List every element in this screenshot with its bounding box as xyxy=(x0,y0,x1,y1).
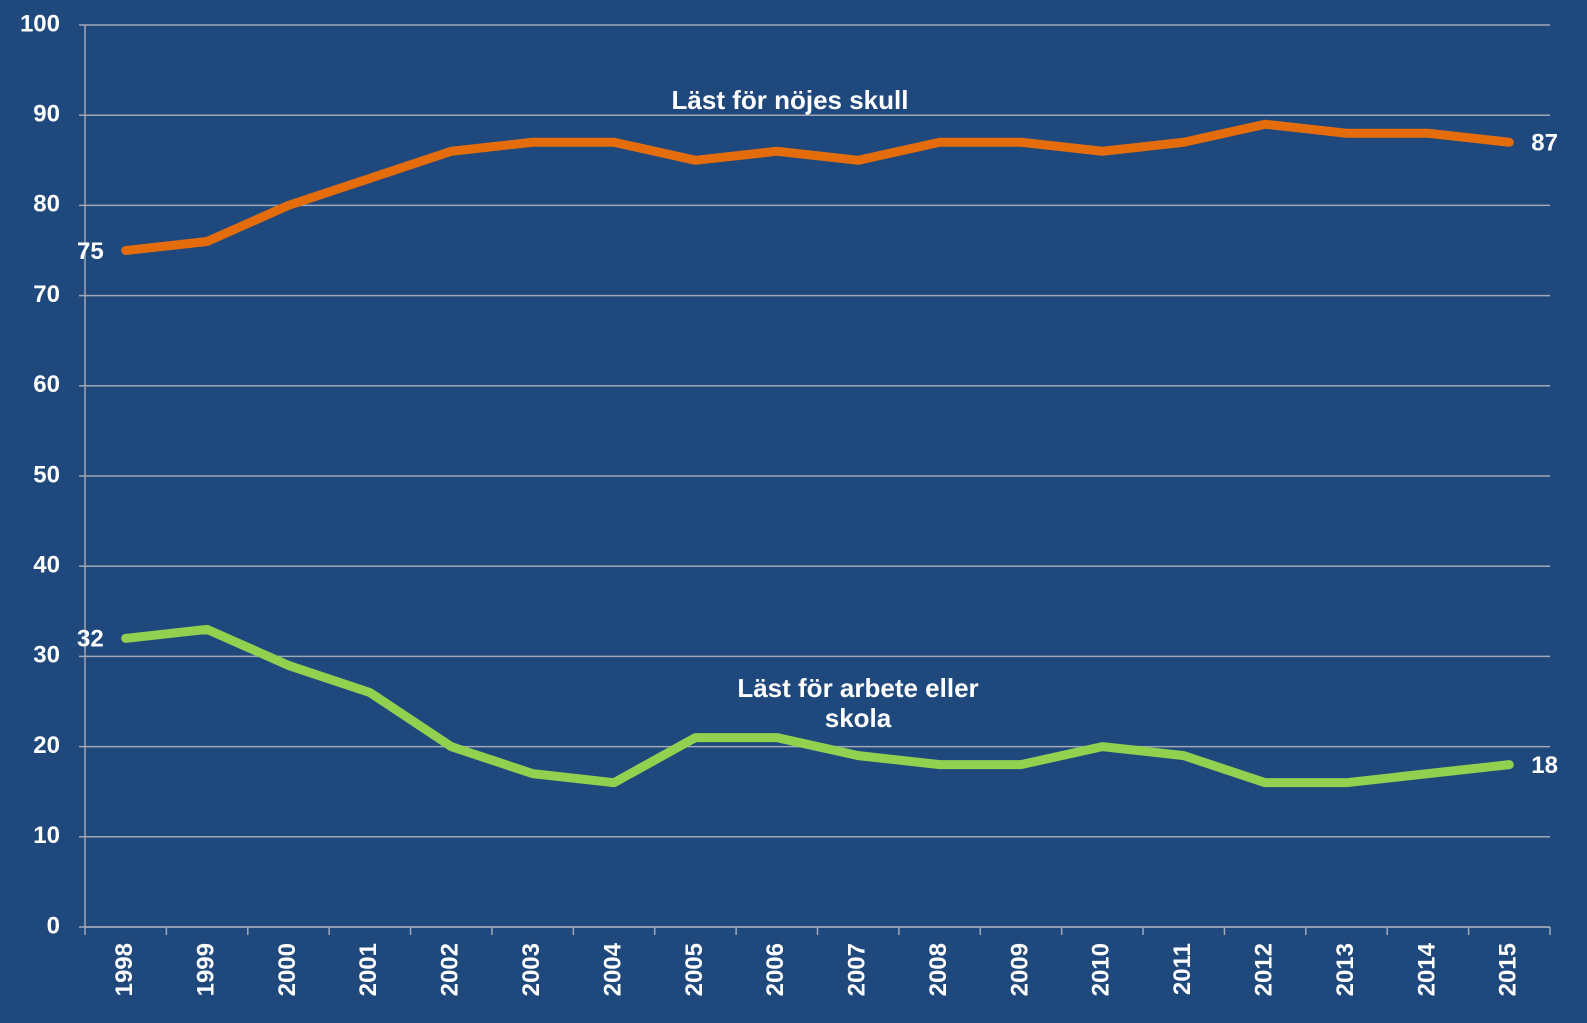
x-tick-label: 2008 xyxy=(925,943,952,996)
series-line xyxy=(121,119,1514,255)
x-tick-label: 2007 xyxy=(844,943,871,996)
y-tick-label: 60 xyxy=(33,371,60,398)
x-tick-label: 2004 xyxy=(599,942,626,996)
x-tick-label: 2015 xyxy=(1495,943,1522,996)
x-tick-label: 1998 xyxy=(111,943,138,996)
series-line xyxy=(121,624,1514,788)
series-label: Läst för arbete eller skola xyxy=(737,673,979,733)
y-tick-label: 80 xyxy=(33,191,60,218)
y-tick-label: 100 xyxy=(20,10,60,37)
x-tick-label: 2003 xyxy=(518,943,545,996)
x-tick-label: 2000 xyxy=(274,943,301,996)
y-tick-label: 30 xyxy=(33,642,60,669)
x-tick-label: 2011 xyxy=(1169,943,1196,995)
x-tick-label: 2012 xyxy=(1250,943,1277,996)
x-tick-label: 2002 xyxy=(437,943,464,996)
y-tick-label: 40 xyxy=(33,552,60,579)
data-label: 18 xyxy=(1531,752,1558,779)
data-label: 75 xyxy=(77,238,104,265)
y-tick-label: 0 xyxy=(47,912,60,939)
x-tick-label: 2010 xyxy=(1088,943,1115,996)
series-label: Läst för nöjes skull xyxy=(671,85,909,115)
x-tick-label: 2006 xyxy=(762,943,789,996)
y-tick-label: 10 xyxy=(33,822,60,849)
x-tick-label: 2014 xyxy=(1413,942,1440,996)
y-tick-label: 20 xyxy=(33,732,60,759)
x-tick-label: 2013 xyxy=(1332,943,1359,996)
x-tick-label: 2005 xyxy=(681,943,708,996)
y-tick-label: 90 xyxy=(33,101,60,128)
y-tick-label: 70 xyxy=(33,281,60,308)
x-tick-label: 2001 xyxy=(355,943,382,996)
y-tick-label: 50 xyxy=(33,461,60,488)
x-tick-label: 2009 xyxy=(1006,943,1033,996)
data-label: 32 xyxy=(77,626,104,653)
x-tick-label: 1999 xyxy=(192,943,219,996)
data-label: 87 xyxy=(1531,130,1558,157)
